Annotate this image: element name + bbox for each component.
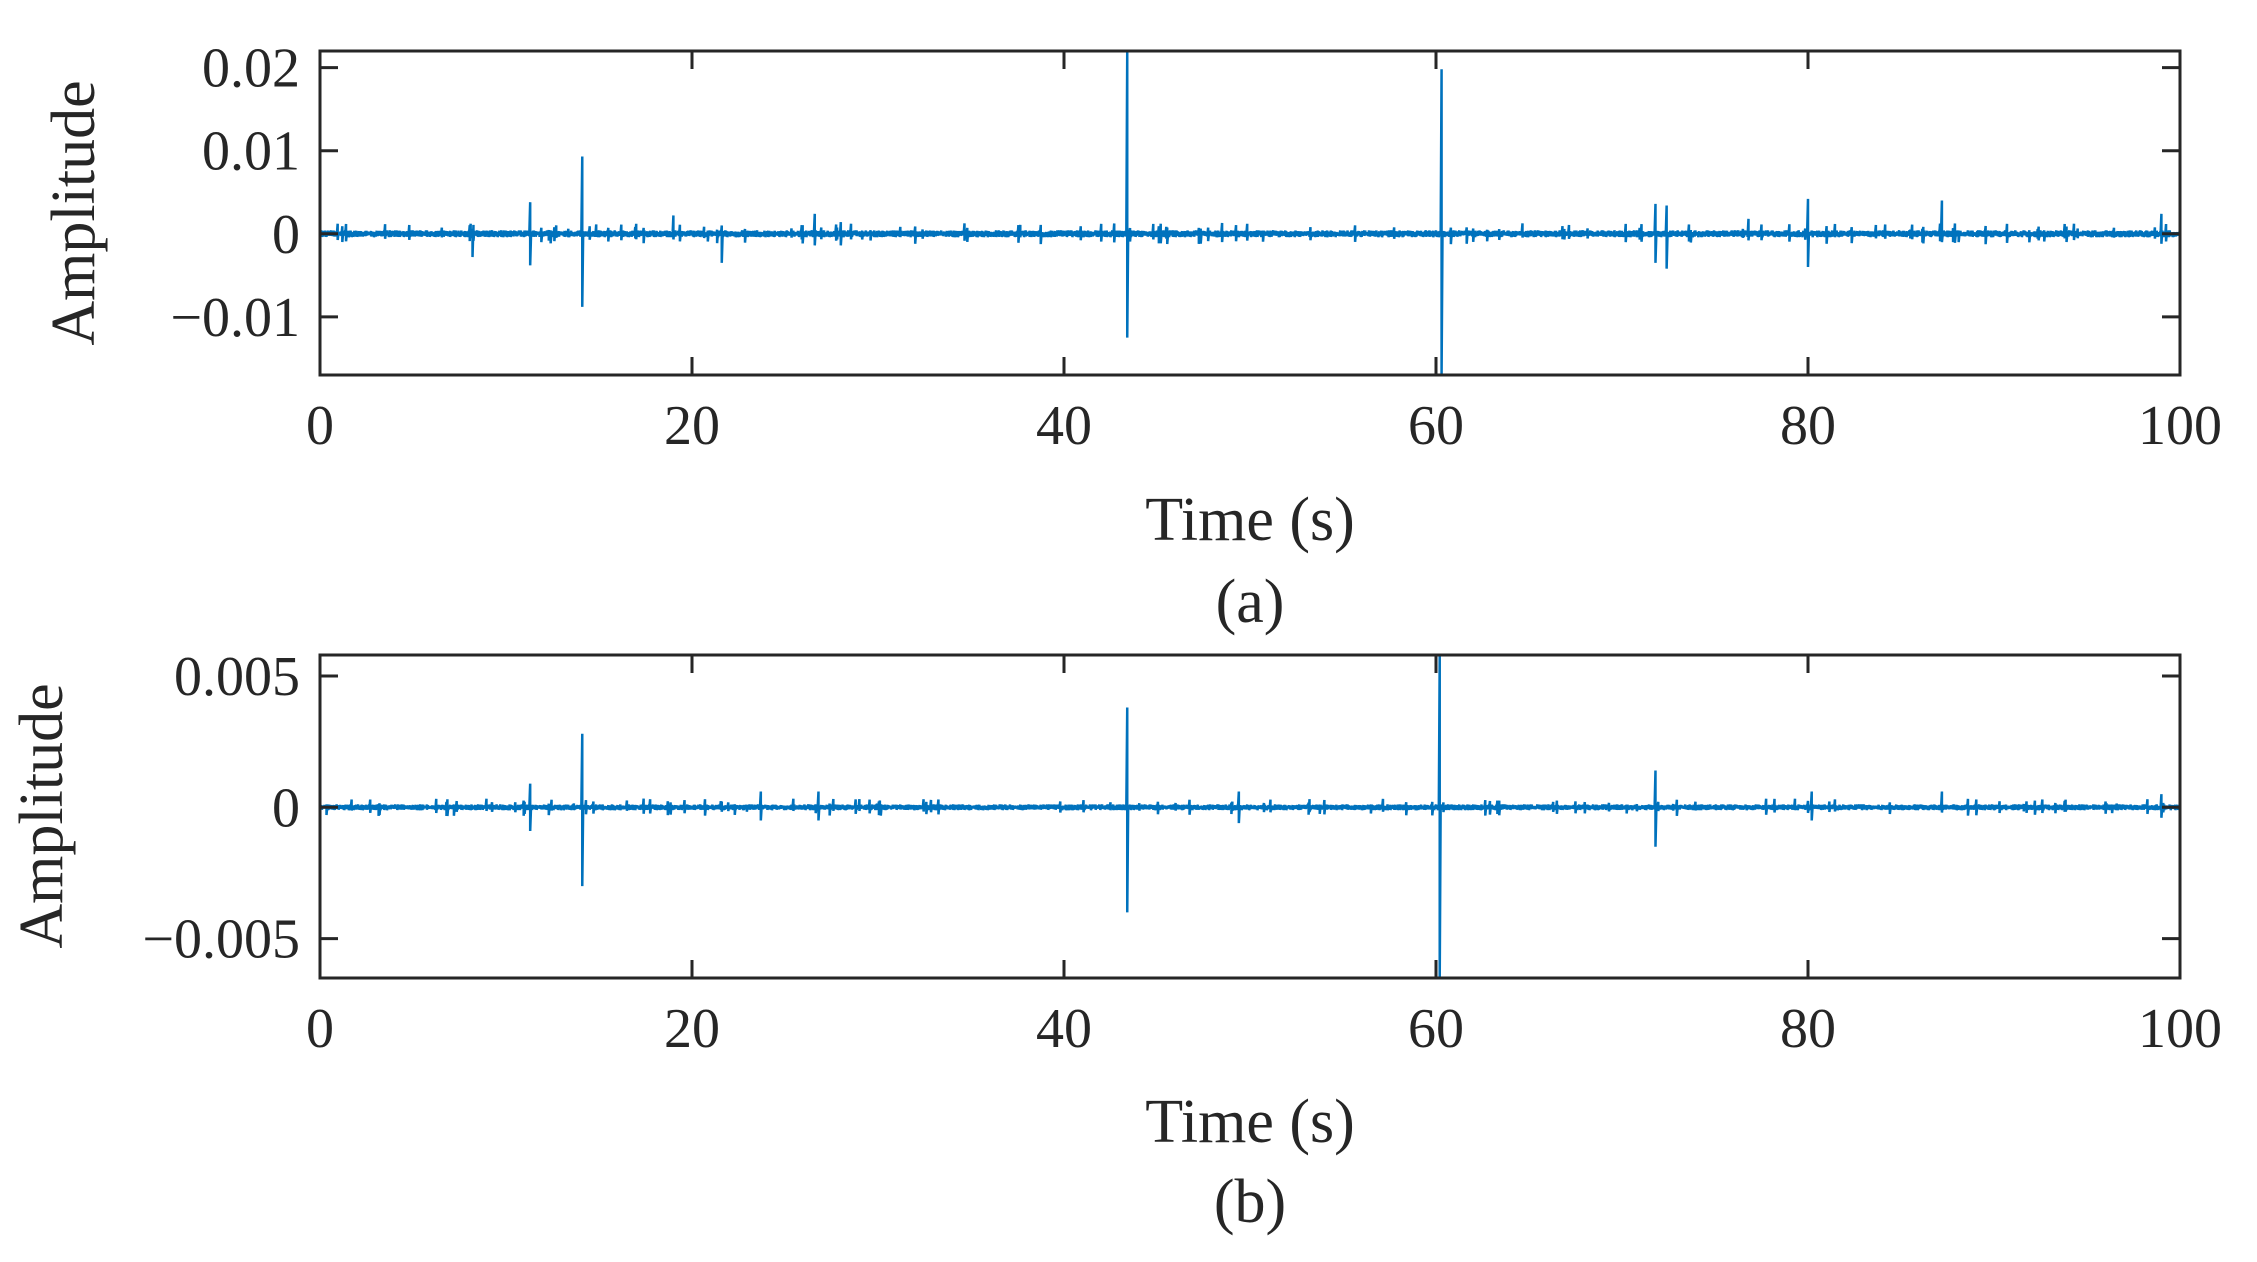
subplot-a-axes-box [318,49,2182,377]
subplot-b-axes-box [318,653,2182,980]
subplot-a-x-tick-label: 80 [1780,395,1836,457]
subplot-b-x-tick-label: 0 [306,998,334,1060]
subplot-a-x-tick-label: 60 [1408,395,1464,457]
subplot-a-y-tick-label: 0 [272,204,300,266]
subplot-a-y-tick-label: 0.01 [202,121,300,183]
subplot-b-x-tick-label: 60 [1408,998,1464,1060]
subplot-b-x-tick-label: 20 [664,998,720,1060]
subplot-a-x-tick-label: 20 [664,395,720,457]
subplot-a-ylabel: Amplitude [40,80,108,345]
subplot-a-y-tick-label: 0.02 [202,38,300,100]
subplot-a-caption: (a) [1216,568,1285,636]
subplot-b-signal-line [318,654,2182,979]
subplot-b-x-tick-label: 100 [2138,998,2222,1060]
subplot-a-signal-line [318,50,2182,376]
subplot-a-x-tick-label: 40 [1036,395,1092,457]
subplot-b-caption: (b) [1214,1168,1286,1236]
subplot-a-plot-layer [318,50,2182,376]
subplot-b-x-tick-label: 80 [1780,998,1836,1060]
subplot-a-xlabel: Time (s) [1145,486,1355,554]
subplot-b-ylabel: Amplitude [8,683,76,948]
subplot-b-x-tick-label: 40 [1036,998,1092,1060]
subplot-b-y-tick-label: 0.005 [174,646,300,708]
subplot-a-x-tick-label: 100 [2138,395,2222,457]
subplot-b-xlabel: Time (s) [1145,1088,1355,1156]
subplot-b-y-tick-label: −0.005 [142,909,300,971]
subplot-a-x-tick-label: 0 [306,395,334,457]
subplot-b-plot-layer [318,654,2182,979]
subplot-b-y-tick-label: 0 [272,777,300,839]
subplot-a-y-tick-label: −0.01 [170,287,300,349]
